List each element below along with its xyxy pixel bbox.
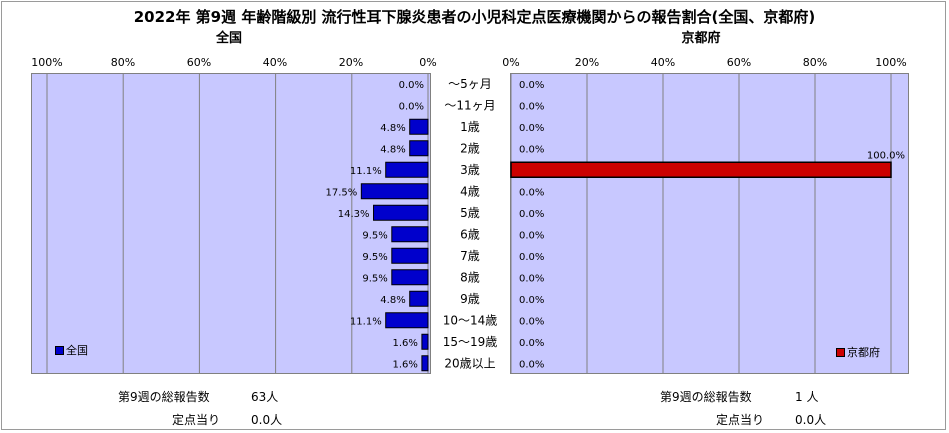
national-per-value: 0.0人 <box>251 413 283 427</box>
national-bar <box>391 269 429 286</box>
national-data-label: 0.0% <box>399 80 424 91</box>
national-data-label: 9.5% <box>362 273 387 284</box>
category-label: 2歳 <box>460 141 480 155</box>
national-bar <box>409 118 429 135</box>
kyoto-data-label: 0.0% <box>519 273 544 284</box>
kyoto-plot-area <box>510 73 909 374</box>
kyoto-data-label: 100.0% <box>867 150 905 161</box>
category-label: 20歳以上 <box>444 356 495 370</box>
kyoto-data-label: 0.0% <box>519 80 544 91</box>
kyoto-axis-tick: 0% <box>502 56 520 69</box>
category-label: 4歳 <box>460 184 480 198</box>
kyoto-bar <box>510 161 892 178</box>
category-label: 15～19歳 <box>443 335 498 349</box>
category-label: 7歳 <box>460 249 480 263</box>
kyoto-axis-tick: 60% <box>726 56 752 69</box>
category-label: 5歳 <box>460 206 480 220</box>
kyoto-axis-tick: 80% <box>802 56 828 69</box>
national-axis-tick: 0% <box>419 56 437 69</box>
kyoto-data-label: 0.0% <box>519 123 544 134</box>
national-legend: 全国 <box>55 342 88 358</box>
kyoto-data-label: 0.0% <box>519 338 544 349</box>
category-label-band <box>432 73 509 374</box>
national-data-label: 1.6% <box>392 338 417 349</box>
national-bar <box>385 161 429 178</box>
category-label: 1歳 <box>460 120 480 134</box>
kyoto-data-label: 0.0% <box>519 295 544 306</box>
national-bar <box>409 140 429 157</box>
kyoto-per-value: 0.0人 <box>795 413 827 427</box>
kyoto-data-label: 0.0% <box>519 209 544 220</box>
national-bar <box>421 355 429 372</box>
national-per-label: 定点当り <box>172 413 221 427</box>
category-label: ～11ヶ月 <box>444 98 495 112</box>
national-legend-swatch <box>55 345 64 355</box>
national-data-label: 11.1% <box>350 166 382 177</box>
chart-title: 2022年 第9週 年齢階級別 流行性耳下腺炎患者の小児科定点医療機関からの報告… <box>133 8 816 26</box>
national-panel-title: 全国 <box>215 31 243 46</box>
kyoto-total-value: 1 人 <box>795 390 819 404</box>
kyoto-legend: 京都府 <box>836 344 880 360</box>
national-bar <box>391 226 429 243</box>
kyoto-data-label: 0.0% <box>519 252 544 263</box>
national-data-label: 4.8% <box>380 123 405 134</box>
category-label: 6歳 <box>460 227 480 241</box>
kyoto-data-label: 0.0% <box>519 144 544 155</box>
national-data-label: 14.3% <box>338 209 370 220</box>
national-total-value: 63人 <box>251 390 279 404</box>
national-axis-tick: 20% <box>338 56 364 69</box>
kyoto-data-label: 0.0% <box>519 101 544 112</box>
category-label: 8歳 <box>460 270 480 284</box>
national-bar <box>385 312 429 329</box>
kyoto-data-label: 0.0% <box>519 187 544 198</box>
national-data-label: 17.5% <box>326 187 358 198</box>
kyoto-axis-tick: 40% <box>650 56 676 69</box>
national-axis-tick: 40% <box>262 56 288 69</box>
national-legend-label: 全国 <box>66 344 88 357</box>
category-label: 9歳 <box>460 292 480 306</box>
national-total-label: 第9週の総報告数 <box>118 390 210 404</box>
national-bar <box>360 183 429 200</box>
national-data-label: 9.5% <box>362 252 387 263</box>
national-data-label: 0.0% <box>399 101 424 112</box>
kyoto-data-label: 0.0% <box>519 359 544 370</box>
national-data-label: 11.1% <box>350 316 382 327</box>
kyoto-data-label: 0.0% <box>519 230 544 241</box>
national-data-label: 9.5% <box>362 230 387 241</box>
national-data-label: 4.8% <box>380 295 405 306</box>
national-data-label: 1.6% <box>392 359 417 370</box>
category-label: 3歳 <box>460 163 480 177</box>
national-bar <box>373 204 429 221</box>
national-bar <box>391 247 429 264</box>
national-bar <box>421 333 429 350</box>
kyoto-per-label: 定点当り <box>716 413 765 427</box>
kyoto-total-label: 第9週の総報告数 <box>660 390 752 404</box>
kyoto-data-label: 0.0% <box>519 316 544 327</box>
national-axis-tick: 80% <box>110 56 136 69</box>
category-label: 10～14歳 <box>443 313 498 327</box>
national-bar <box>409 290 429 307</box>
kyoto-axis-tick: 20% <box>574 56 600 69</box>
national-data-label: 4.8% <box>380 144 405 155</box>
kyoto-axis-tick: 100% <box>875 56 907 69</box>
kyoto-panel-title: 京都府 <box>681 31 721 46</box>
kyoto-legend-label: 京都府 <box>847 346 880 359</box>
kyoto-legend-swatch <box>836 347 845 357</box>
national-axis-tick: 60% <box>186 56 212 69</box>
national-axis-tick: 100% <box>31 56 63 69</box>
category-label: ～5ヶ月 <box>448 77 492 91</box>
national-plot-area <box>31 73 431 374</box>
